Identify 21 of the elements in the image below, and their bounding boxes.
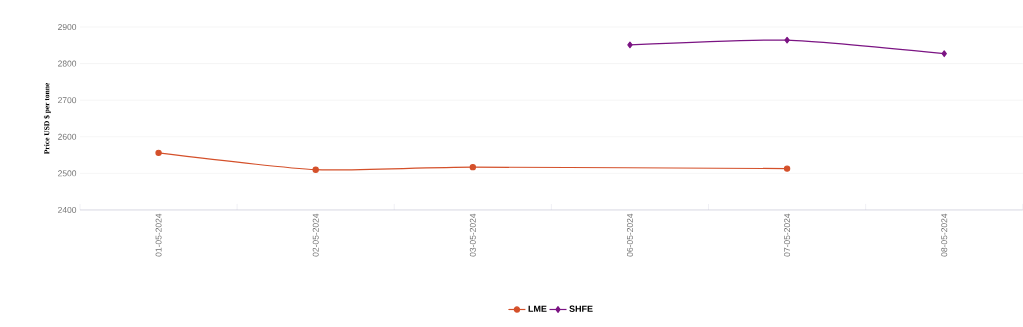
x-tick-label: 08-05-2024 bbox=[941, 213, 948, 257]
x-tick-label: 01-05-2024 bbox=[155, 213, 162, 257]
point bbox=[312, 166, 319, 173]
point bbox=[784, 36, 790, 44]
x-tick-label: 07-05-2024 bbox=[784, 213, 791, 257]
y-tick-label: 2400 bbox=[58, 206, 77, 213]
point bbox=[469, 163, 477, 171]
y-tick-label: 2500 bbox=[58, 170, 77, 177]
point bbox=[155, 149, 162, 157]
legend-label: LME bbox=[528, 305, 547, 312]
y-tick-label: 2800 bbox=[58, 60, 77, 67]
x-tick-label: 03-05-2024 bbox=[469, 213, 476, 257]
y-tick-label: 2600 bbox=[58, 133, 77, 140]
point bbox=[627, 41, 633, 49]
point bbox=[783, 165, 791, 172]
point bbox=[941, 50, 947, 58]
legend-label: SHFE bbox=[569, 305, 593, 312]
x-tick-label: 06-05-2024 bbox=[626, 213, 633, 257]
y-tick-label: 2900 bbox=[58, 24, 77, 31]
y-tick-label: 2700 bbox=[58, 97, 77, 104]
x-tick-label: 02-05-2024 bbox=[312, 213, 319, 257]
